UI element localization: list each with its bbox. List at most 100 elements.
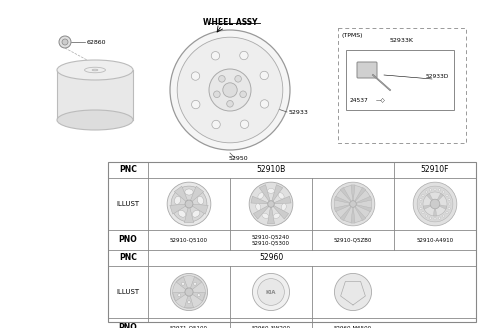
Bar (346, 50, 454, 110)
Ellipse shape (174, 196, 181, 204)
Circle shape (429, 189, 432, 191)
Circle shape (434, 218, 436, 220)
Polygon shape (192, 204, 208, 214)
Text: 62860: 62860 (87, 39, 107, 45)
Polygon shape (253, 206, 269, 219)
Circle shape (235, 75, 241, 82)
Text: 52910-Q5ZB0: 52910-Q5ZB0 (334, 237, 372, 242)
Circle shape (178, 294, 181, 297)
Circle shape (335, 274, 372, 311)
Polygon shape (351, 207, 355, 223)
Circle shape (240, 120, 249, 129)
Polygon shape (267, 207, 275, 224)
Circle shape (249, 182, 293, 226)
Polygon shape (273, 206, 288, 219)
Text: 52933: 52933 (289, 110, 309, 114)
Circle shape (350, 201, 356, 207)
Polygon shape (184, 208, 193, 223)
Circle shape (59, 36, 71, 48)
Text: 52910-Q5100: 52910-Q5100 (170, 237, 208, 242)
Polygon shape (437, 194, 444, 200)
Polygon shape (340, 187, 351, 202)
Circle shape (209, 69, 251, 111)
Circle shape (185, 200, 193, 208)
Circle shape (425, 191, 427, 193)
FancyBboxPatch shape (357, 62, 377, 78)
Polygon shape (334, 205, 350, 212)
Circle shape (446, 194, 448, 196)
Text: 52960: 52960 (259, 254, 283, 262)
Circle shape (177, 37, 283, 143)
Text: 52950: 52950 (228, 156, 248, 161)
Circle shape (223, 83, 237, 97)
Polygon shape (170, 204, 186, 214)
Ellipse shape (57, 60, 133, 80)
Circle shape (420, 198, 422, 200)
Polygon shape (334, 196, 350, 203)
Polygon shape (356, 196, 372, 203)
Text: 52933K: 52933K (390, 38, 414, 43)
Text: PNC: PNC (119, 166, 137, 174)
Text: ILLUST: ILLUST (117, 201, 140, 207)
Circle shape (211, 51, 220, 60)
Circle shape (171, 186, 207, 222)
Polygon shape (173, 292, 186, 301)
Circle shape (413, 182, 457, 226)
Polygon shape (439, 205, 447, 209)
Polygon shape (355, 187, 366, 202)
Circle shape (439, 189, 441, 191)
Ellipse shape (192, 210, 200, 217)
Polygon shape (57, 70, 133, 120)
Circle shape (268, 201, 274, 207)
Polygon shape (191, 277, 202, 290)
Ellipse shape (185, 189, 193, 195)
Bar (338, 28, 466, 143)
Polygon shape (251, 196, 268, 204)
Polygon shape (355, 206, 366, 221)
Circle shape (443, 215, 445, 217)
Circle shape (240, 51, 248, 60)
Circle shape (417, 186, 453, 222)
Text: 52910-Q5240
52910-Q5300: 52910-Q5240 52910-Q5300 (252, 235, 290, 245)
Text: WHEEL ASSY: WHEEL ASSY (203, 18, 257, 27)
Circle shape (197, 294, 200, 297)
Polygon shape (272, 185, 283, 201)
Text: 52960-3W200: 52960-3W200 (252, 325, 290, 328)
Circle shape (214, 91, 220, 97)
Text: (TPMS): (TPMS) (341, 33, 362, 38)
Text: 52910F: 52910F (421, 166, 449, 174)
Circle shape (331, 182, 375, 226)
Circle shape (170, 30, 290, 150)
Text: 24537: 24537 (350, 98, 369, 103)
Text: 52960-M6500: 52960-M6500 (334, 325, 372, 328)
Circle shape (227, 100, 233, 107)
Circle shape (240, 91, 246, 97)
Ellipse shape (262, 213, 269, 218)
Circle shape (439, 217, 441, 219)
Circle shape (62, 39, 68, 45)
Text: KIA: KIA (266, 290, 276, 295)
Circle shape (192, 100, 200, 109)
Circle shape (260, 100, 269, 108)
Polygon shape (184, 296, 193, 308)
Text: 52971-Q5100: 52971-Q5100 (170, 325, 208, 328)
Ellipse shape (281, 203, 286, 210)
Circle shape (448, 198, 450, 200)
Text: 52910B: 52910B (256, 166, 286, 174)
Polygon shape (356, 205, 372, 212)
Ellipse shape (57, 110, 133, 130)
Text: 52933D: 52933D (426, 74, 449, 79)
Polygon shape (174, 186, 188, 201)
Circle shape (218, 75, 225, 82)
Ellipse shape (178, 210, 186, 217)
Circle shape (422, 194, 424, 196)
Circle shape (188, 301, 191, 304)
Polygon shape (351, 185, 355, 201)
Polygon shape (340, 206, 351, 221)
Circle shape (167, 182, 211, 226)
Text: —◇: —◇ (376, 98, 386, 103)
Polygon shape (433, 209, 437, 216)
Text: PNO: PNO (119, 323, 137, 328)
Ellipse shape (278, 193, 284, 199)
Circle shape (429, 217, 432, 219)
